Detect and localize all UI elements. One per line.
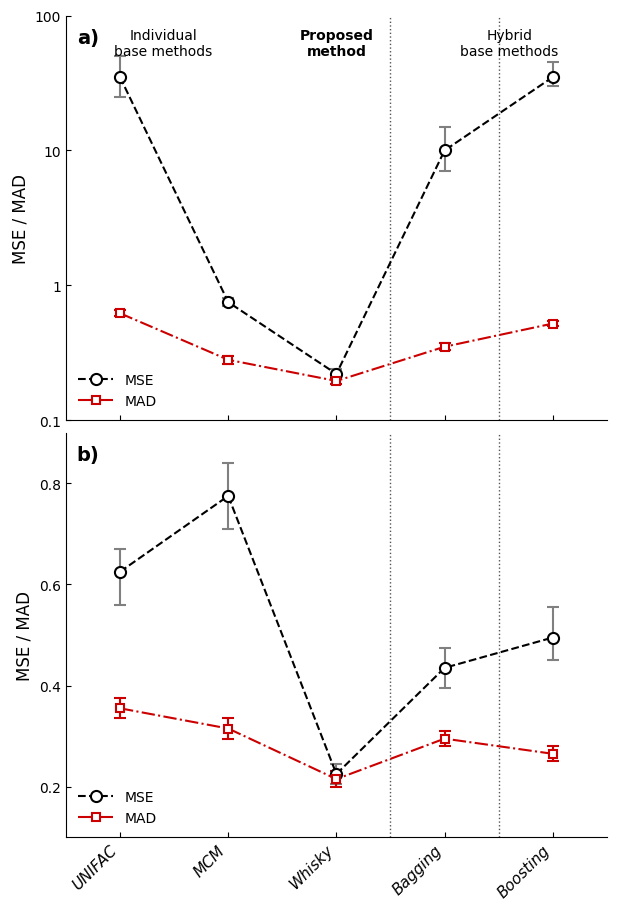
Text: Individual
base methods: Individual base methods — [114, 29, 213, 59]
Text: Proposed
method: Proposed method — [300, 29, 373, 59]
Y-axis label: MSE / MAD: MSE / MAD — [15, 590, 33, 681]
Y-axis label: MSE / MAD: MSE / MAD — [11, 174, 29, 263]
Text: b): b) — [77, 445, 99, 465]
Legend: MSE, MAD: MSE, MAD — [73, 784, 162, 830]
Text: a): a) — [77, 29, 99, 47]
Text: Hybrid
base methods: Hybrid base methods — [460, 29, 559, 59]
Legend: MSE, MAD: MSE, MAD — [73, 368, 162, 414]
